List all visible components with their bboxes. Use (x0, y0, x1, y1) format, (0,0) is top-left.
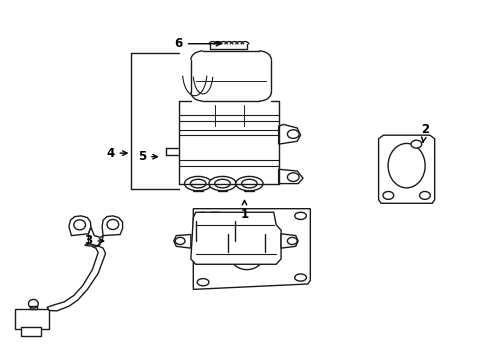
Polygon shape (30, 306, 37, 309)
Ellipse shape (184, 176, 211, 191)
Text: 6: 6 (174, 37, 220, 50)
Ellipse shape (287, 130, 299, 138)
Polygon shape (69, 216, 91, 235)
Ellipse shape (235, 240, 258, 264)
Ellipse shape (107, 220, 119, 229)
Ellipse shape (197, 212, 208, 220)
Ellipse shape (28, 300, 38, 308)
Ellipse shape (294, 274, 306, 281)
Ellipse shape (228, 234, 265, 270)
Polygon shape (102, 216, 122, 235)
Ellipse shape (387, 143, 424, 188)
Ellipse shape (410, 140, 421, 148)
Text: 5: 5 (138, 150, 157, 163)
Ellipse shape (214, 179, 230, 188)
Ellipse shape (294, 212, 306, 220)
Ellipse shape (287, 237, 297, 244)
Ellipse shape (190, 179, 205, 188)
Text: 1: 1 (240, 201, 248, 221)
Ellipse shape (419, 192, 429, 199)
Ellipse shape (195, 221, 234, 261)
Polygon shape (47, 244, 105, 311)
Polygon shape (193, 209, 310, 289)
Text: 3: 3 (84, 234, 103, 247)
Polygon shape (190, 212, 281, 264)
Text: 4: 4 (106, 147, 127, 159)
Polygon shape (281, 234, 298, 248)
Ellipse shape (235, 176, 263, 191)
Polygon shape (21, 327, 41, 336)
Ellipse shape (203, 228, 227, 254)
Ellipse shape (241, 179, 257, 188)
Ellipse shape (287, 173, 299, 181)
Ellipse shape (74, 220, 85, 230)
Polygon shape (278, 125, 300, 144)
Ellipse shape (382, 192, 393, 199)
Polygon shape (173, 234, 190, 248)
Polygon shape (278, 169, 303, 184)
Text: 2: 2 (420, 123, 428, 142)
Ellipse shape (175, 237, 184, 244)
Ellipse shape (208, 176, 236, 191)
Ellipse shape (197, 279, 208, 286)
Polygon shape (378, 135, 434, 203)
Polygon shape (88, 227, 103, 246)
Polygon shape (15, 309, 49, 329)
